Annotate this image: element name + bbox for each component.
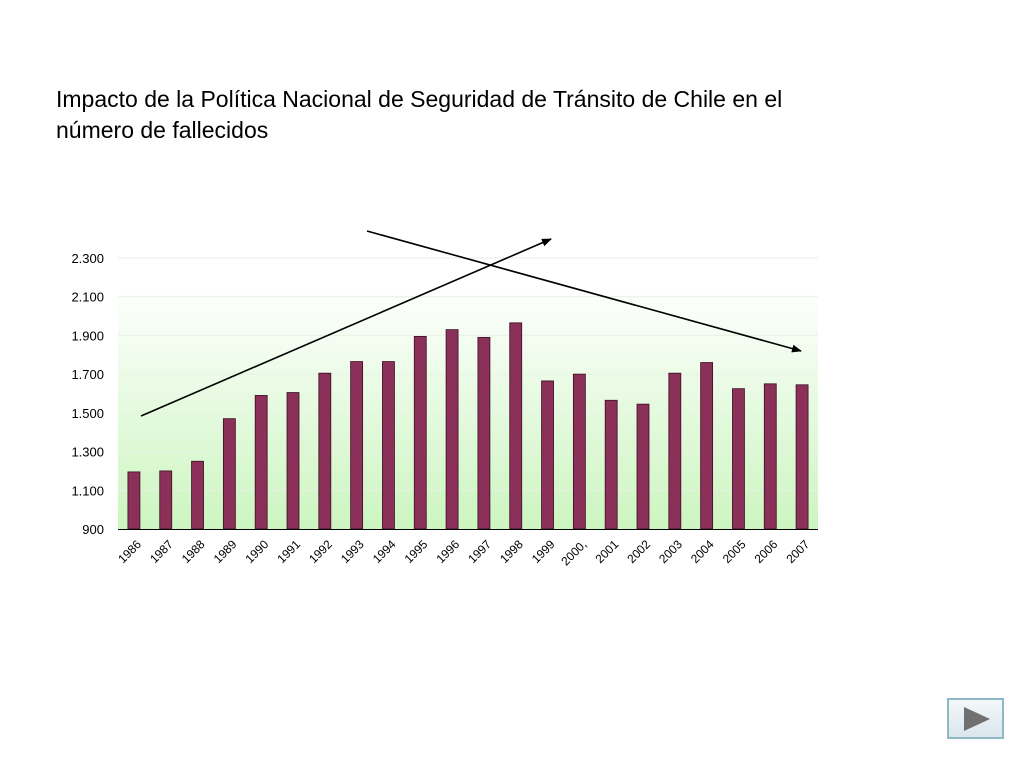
y-tick-label: 1.500: [71, 406, 104, 421]
bar-1993: [350, 361, 364, 530]
bar-2002: [636, 403, 650, 530]
x-tick-label: 2002: [624, 537, 653, 566]
x-tick-label: 2004: [688, 537, 717, 566]
bar-1998: [509, 322, 523, 530]
x-tick-label: 1988: [179, 537, 208, 566]
y-tick-label: 1.900: [71, 328, 104, 343]
bar-2005: [732, 388, 745, 530]
bar-2004: [700, 362, 714, 530]
x-tick-label: 2005: [720, 537, 749, 566]
bar-1997: [477, 336, 491, 530]
title-line-1: Impacto de la Política Nacional de Segur…: [56, 86, 783, 112]
bar-1991: [286, 392, 300, 530]
x-tick-label: 2001: [593, 537, 622, 566]
bar-1999: [541, 380, 554, 530]
title-line-2: número de fallecidos: [56, 117, 269, 143]
x-tick-label: 1987: [147, 537, 176, 566]
x-tick-label: 1990: [243, 537, 272, 566]
y-tick-label: 1.100: [71, 483, 104, 498]
slide-title: Impacto de la Política Nacional de Segur…: [56, 84, 916, 146]
play-triangle-icon: [964, 707, 990, 731]
bar-1995: [413, 335, 427, 530]
bar-2003: [668, 372, 682, 530]
x-tick-label: 1998: [497, 537, 526, 566]
x-tick-label: 1991: [274, 537, 303, 566]
x-tick-label: 2007: [783, 537, 812, 566]
x-tick-label: 2006: [752, 537, 781, 566]
y-tick-label: 1.700: [71, 367, 104, 382]
x-tick-label: 1986: [115, 537, 144, 566]
x-tick-label: 2000,: [558, 537, 589, 568]
y-tick-label: 2.100: [71, 290, 104, 305]
next-slide-button[interactable]: [947, 698, 1004, 739]
y-tick-label: 900: [82, 522, 104, 537]
bar-1994: [382, 361, 395, 530]
x-tick-label: 2003: [656, 537, 685, 566]
bar-2000: [572, 373, 586, 530]
bar-1996: [445, 329, 459, 530]
y-tick-label: 1.300: [71, 445, 104, 460]
bar-1989: [222, 418, 236, 530]
x-tick-label: 1993: [338, 537, 367, 566]
bar-2007: [795, 384, 809, 530]
bar-1987: [159, 470, 173, 530]
x-tick-label: 1996: [433, 537, 462, 566]
bar-1988: [191, 460, 204, 530]
x-tick-label: 1997: [465, 537, 494, 566]
x-tick-label: 1994: [370, 537, 399, 566]
bar-1986: [127, 471, 141, 530]
x-tick-label: 1992: [306, 537, 335, 566]
bar-1992: [318, 372, 332, 530]
x-tick-label: 1999: [529, 537, 558, 566]
bar-2001: [604, 399, 618, 530]
bar-2006: [763, 383, 777, 530]
rising-trend-arrow: [140, 238, 552, 417]
x-tick-label: 1995: [402, 537, 431, 566]
falling-trend-arrow: [366, 230, 802, 353]
y-tick-label: 2.300: [71, 251, 104, 266]
x-tick-label: 1989: [211, 537, 240, 566]
bar-1990: [254, 395, 268, 530]
